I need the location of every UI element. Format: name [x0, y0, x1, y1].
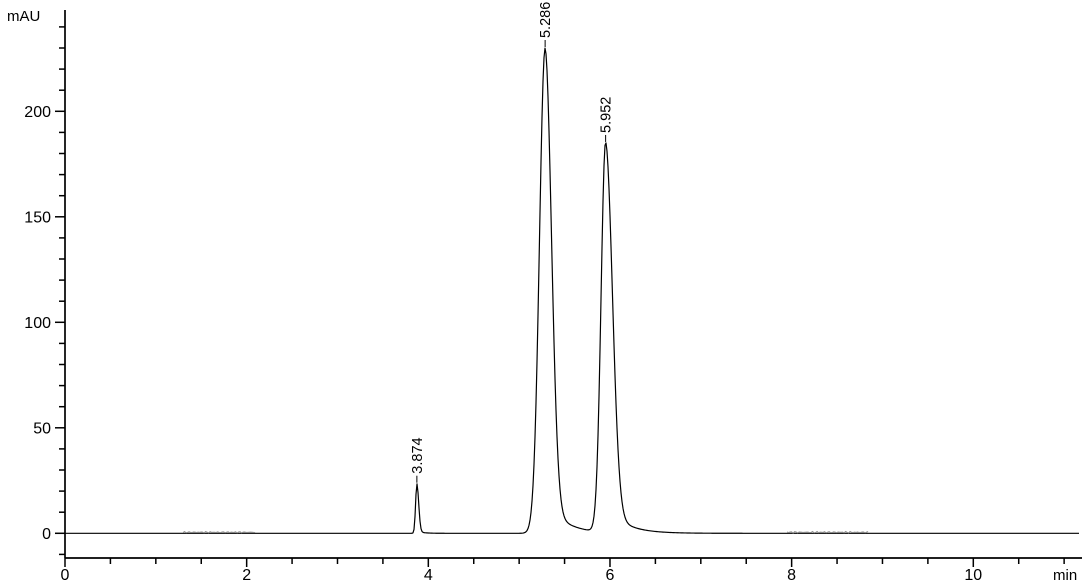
- x-axis-tick-label: 4: [424, 567, 433, 584]
- y-axis-tick-label: 0: [42, 526, 51, 543]
- y-axis-tick-label: 200: [24, 104, 51, 121]
- y-axis-tick-label: 100: [24, 315, 51, 332]
- plot-generated-content: 0 50 100 150 200 0 2 4 6 8 10 3.874 5.286 5.952: [24, 2, 1082, 584]
- x-axis-unit-label: min: [1053, 567, 1077, 584]
- y-axis-tick-label: 50: [33, 420, 51, 437]
- x-axis-tick-label: 6: [606, 567, 615, 584]
- baseline-noise: [182, 530, 256, 534]
- x-axis-tick-label: 8: [787, 567, 796, 584]
- peak-retention-label: 3.874: [410, 437, 426, 473]
- x-axis-tick-label: 0: [61, 567, 70, 584]
- x-axis-tick-label: 2: [242, 567, 251, 584]
- y-axis-tick-label: 150: [24, 209, 51, 226]
- x-axis-tick-label: 10: [964, 567, 982, 584]
- peak-retention-label: 5.286: [538, 2, 554, 38]
- peak-retention-label: 5.952: [599, 97, 615, 133]
- baseline-noise: [786, 530, 869, 534]
- y-axis-unit-label: mAU: [7, 8, 40, 25]
- chromatogram-trace: [65, 47, 1079, 534]
